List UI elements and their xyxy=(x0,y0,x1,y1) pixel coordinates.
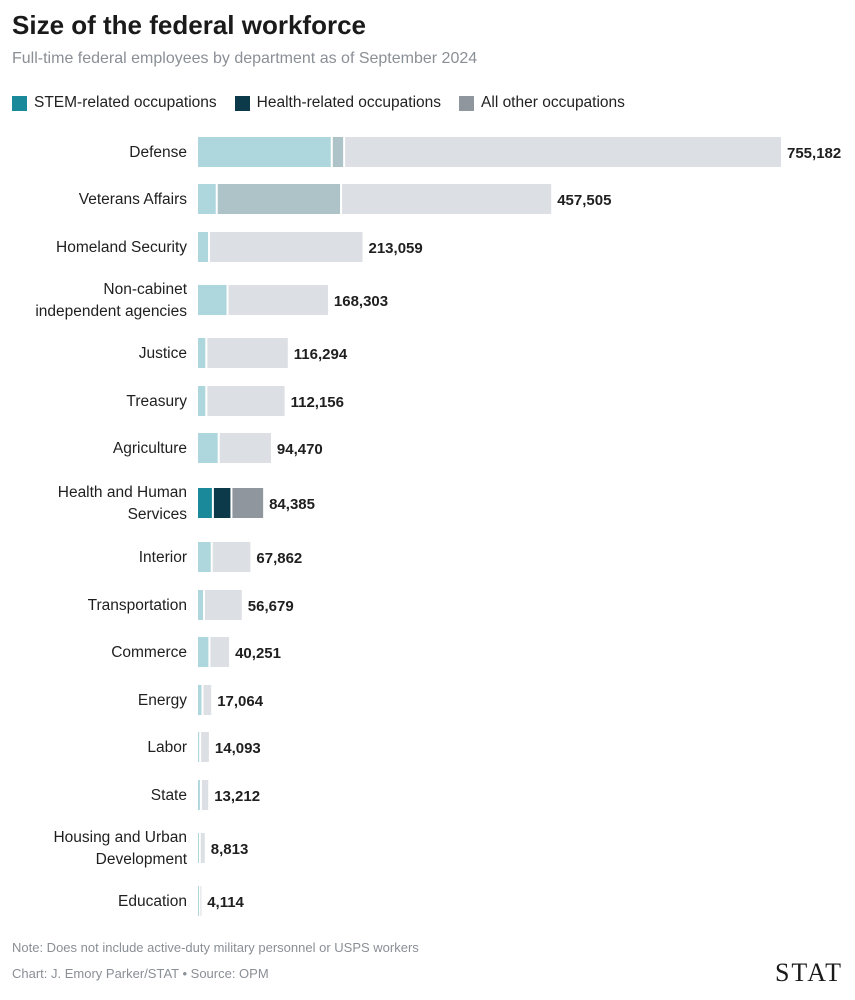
value-label-state: 13,212 xyxy=(214,788,260,805)
bar-homeland-security-stem xyxy=(198,232,209,262)
bar-defense-other xyxy=(345,137,781,167)
value-label-treasury: 112,156 xyxy=(291,394,344,411)
bar-labor-other xyxy=(201,732,209,762)
legend-swatch-other xyxy=(459,95,475,111)
footnote: Note: Does not include active-duty milit… xyxy=(12,940,419,955)
bar-labor-stem xyxy=(198,732,200,762)
value-label-commerce: 40,251 xyxy=(235,645,281,662)
bar-commerce-stem xyxy=(198,637,209,667)
legend-label-health: Health-related occupations xyxy=(256,94,442,111)
legend-label-other: All other occupations xyxy=(481,94,625,111)
bar-energy-other xyxy=(203,685,212,715)
bar-agriculture-other xyxy=(219,433,271,463)
bar-interior-stem xyxy=(198,542,211,572)
bar-transportation-other xyxy=(205,590,242,620)
legend-item-other: All other occupations xyxy=(459,94,625,112)
bar-justice-other xyxy=(207,338,288,368)
value-label-labor: 14,093 xyxy=(215,740,261,757)
value-label-non-cabinet-independent-agencies: 168,303 xyxy=(334,293,388,310)
bar-transportation-stem xyxy=(198,590,204,620)
value-label-justice: 116,294 xyxy=(294,346,348,363)
bar-veterans-affairs-stem xyxy=(198,184,216,214)
legend-item-stem: STEM-related occupations xyxy=(12,94,217,112)
category-label-interior: Interior xyxy=(139,549,187,566)
value-label-veterans-affairs: 457,505 xyxy=(557,192,611,209)
bar-commerce-other xyxy=(210,637,230,667)
category-label-energy: Energy xyxy=(138,692,187,709)
category-label-health-and-human-services: Health and Human Services xyxy=(58,484,187,523)
bar-veterans-affairs-health xyxy=(217,184,341,214)
category-label-agriculture: Agriculture xyxy=(113,440,187,457)
value-label-defense: 755,182 xyxy=(787,145,841,162)
value-label-energy: 17,064 xyxy=(217,693,264,710)
bar-defense-stem xyxy=(198,137,331,167)
bar-non-cabinet-independent-agencies-other xyxy=(228,285,328,315)
value-label-interior: 67,862 xyxy=(256,550,302,567)
value-label-agriculture: 94,470 xyxy=(277,441,323,458)
category-label-treasury: Treasury xyxy=(126,393,187,410)
bar-non-cabinet-independent-agencies-stem xyxy=(198,285,227,315)
bar-housing-and-urban-development-other xyxy=(200,833,205,863)
bar-housing-and-urban-development-stem xyxy=(198,833,199,863)
legend: STEM-related occupations Health-related … xyxy=(12,94,625,112)
bar-justice-stem xyxy=(198,338,206,368)
bar-health-and-human-services-other xyxy=(232,488,264,518)
legend-swatch-health xyxy=(234,95,250,111)
bar-state-other xyxy=(201,780,209,810)
category-label-veterans-affairs: Veterans Affairs xyxy=(79,191,188,208)
value-label-transportation: 56,679 xyxy=(248,598,294,615)
stat-logo: STAT xyxy=(774,958,843,987)
chart-subtitle: Full-time federal employees by departmen… xyxy=(12,50,478,67)
category-label-education: Education xyxy=(118,893,187,910)
bar-energy-stem xyxy=(198,685,202,715)
legend-item-health: Health-related occupations xyxy=(234,94,442,112)
value-label-homeland-security: 213,059 xyxy=(369,240,423,257)
bar-veterans-affairs-other xyxy=(342,184,552,214)
category-label-justice: Justice xyxy=(139,345,187,362)
category-label-defense: Defense xyxy=(129,144,187,161)
category-label-labor: Labor xyxy=(147,739,187,756)
category-label-homeland-security: Homeland Security xyxy=(56,239,187,256)
category-label-state: State xyxy=(151,787,187,804)
category-label-commerce: Commerce xyxy=(111,644,187,661)
value-label-housing-and-urban-development: 8,813 xyxy=(211,841,249,858)
bar-education-stem xyxy=(198,886,199,916)
credit-line: Chart: J. Emory Parker/STAT • Source: OP… xyxy=(12,966,269,981)
chart-title: Size of the federal workforce xyxy=(12,10,366,40)
category-label-transportation: Transportation xyxy=(88,597,187,614)
bar-health-and-human-services-health xyxy=(213,488,231,518)
legend-swatch-stem xyxy=(12,95,27,111)
legend-label-stem: STEM-related occupations xyxy=(34,94,217,111)
bar-homeland-security-other xyxy=(210,232,363,262)
bar-treasury-other xyxy=(207,386,285,416)
bar-agriculture-stem xyxy=(198,433,218,463)
bar-interior-other xyxy=(212,542,251,572)
value-label-education: 4,114 xyxy=(207,894,244,911)
bar-defense-health xyxy=(332,137,344,167)
bar-health-and-human-services-stem xyxy=(198,488,212,518)
value-label-health-and-human-services: 84,385 xyxy=(269,496,315,513)
category-label-housing-and-urban-development: Housing and Urban Development xyxy=(53,829,187,868)
bar-state-stem xyxy=(198,780,200,810)
category-label-non-cabinet-independent-agencies: Non-cabinet independent agencies xyxy=(35,281,187,320)
bar-treasury-stem xyxy=(198,386,206,416)
bar-education-other xyxy=(200,886,202,916)
